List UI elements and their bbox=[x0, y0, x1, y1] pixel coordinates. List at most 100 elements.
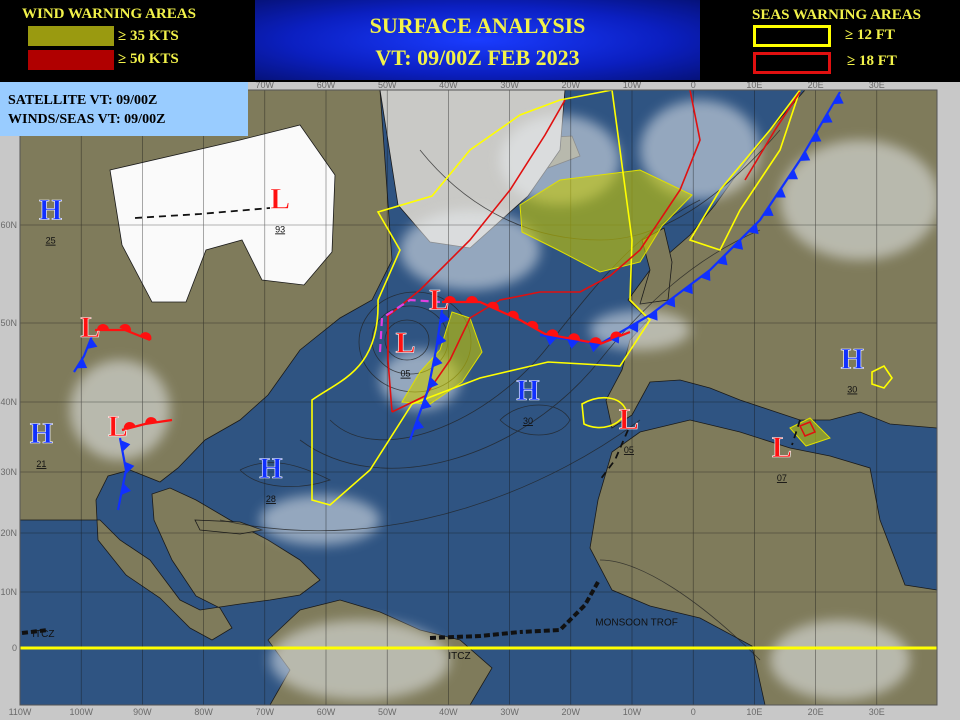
bottom-lon-label: 10E bbox=[746, 707, 762, 717]
seas-12ft-label: ≥ 12 FT bbox=[845, 27, 895, 43]
seas-18ft-label: ≥ 18 FT bbox=[847, 53, 897, 69]
lat-label: 30N bbox=[0, 467, 17, 477]
cold-front-triangle bbox=[647, 309, 658, 321]
seas-warning-areas bbox=[311, 90, 893, 506]
warm-front-semicircle bbox=[527, 320, 539, 330]
cold-front-triangle bbox=[588, 342, 601, 353]
bottom-lon-label: 70W bbox=[256, 707, 275, 717]
seas-12ft-black-sea bbox=[871, 364, 893, 389]
bottom-lon-label: 90W bbox=[133, 707, 152, 717]
lat-label: 40N bbox=[0, 397, 17, 407]
axis-labels: 70W 60W 50W 40W 30W 20W 10W 0 10E 20E 30E 110W 100W 9… bbox=[0, 82, 884, 717]
lat-label: 0 bbox=[12, 643, 17, 653]
cold-front-triangle bbox=[121, 483, 132, 495]
central-pressure-label: 25 bbox=[46, 236, 56, 246]
warm-front-gulf bbox=[121, 418, 173, 432]
cold-front-triangle bbox=[545, 335, 557, 346]
warm-front-semicircle bbox=[119, 324, 131, 333]
bottom-lon-label: 80W bbox=[194, 707, 213, 717]
wind-50kt-swatch bbox=[28, 50, 114, 70]
low-pressure-symbol: L bbox=[619, 403, 639, 436]
cold-front-atlantic bbox=[408, 309, 444, 441]
wind-50kt-label: ≥ 50 KTS bbox=[118, 51, 179, 67]
central-pressure-label: 05 bbox=[401, 369, 411, 379]
wind-legend-title: WIND WARNING AREAS bbox=[22, 6, 196, 22]
central-pressure-label: 30 bbox=[847, 385, 857, 395]
bottom-lon-label: 60W bbox=[317, 707, 336, 717]
low-pressure-symbol: L bbox=[772, 431, 792, 464]
cold-front-triangle bbox=[428, 377, 439, 389]
cold-front-triangle bbox=[747, 223, 759, 235]
wind-35kt-swatch bbox=[28, 26, 114, 46]
cold-front-triangle bbox=[716, 254, 728, 266]
central-pressure-label: 28 bbox=[266, 494, 276, 504]
cold-front-triangle bbox=[628, 321, 639, 333]
bottom-lon-label: 30W bbox=[500, 707, 519, 717]
low-pressure-symbol: L bbox=[429, 283, 449, 316]
top-lon-label: 10W bbox=[623, 82, 642, 90]
top-lon-label: 20E bbox=[808, 82, 824, 90]
central-pressure-label: 21 bbox=[36, 459, 46, 469]
map-border bbox=[19, 89, 938, 706]
top-lon-label: 30W bbox=[500, 82, 519, 90]
central-pressure-label: 30 bbox=[523, 416, 533, 426]
monsoon-trough bbox=[519, 581, 600, 634]
cold-front-triangle bbox=[76, 358, 88, 369]
cold-front-triangle bbox=[774, 187, 786, 198]
bottom-lon-label: 20E bbox=[808, 707, 824, 717]
gale-area-north-atlantic bbox=[519, 169, 693, 273]
itcz-lines bbox=[21, 581, 600, 640]
cold-front-triangle bbox=[810, 131, 822, 142]
feature-labels: ITCZ ITCZ MONSOON TROF bbox=[32, 618, 678, 663]
valid-time: VT: 09/00Z FEB 2023 bbox=[375, 45, 580, 70]
seas-legend-title: SEAS WARNING AREAS bbox=[752, 7, 921, 23]
lat-label: 60N bbox=[0, 220, 17, 230]
seas-18ft-north bbox=[744, 91, 801, 181]
trough-med bbox=[791, 419, 801, 446]
cold-front-triangle bbox=[682, 283, 693, 295]
warm-front-semicircle bbox=[97, 324, 109, 330]
cold-front-triangle bbox=[124, 461, 135, 474]
low-pressure-symbol: L bbox=[108, 410, 128, 443]
low-pressure-symbol: L bbox=[396, 327, 416, 360]
occluded-front bbox=[378, 298, 441, 353]
cold-front-triangle bbox=[120, 439, 131, 452]
wind-35kt-label: ≥ 35 KTS bbox=[118, 28, 179, 44]
warm-front-semicircle bbox=[589, 337, 602, 345]
warm-front-semicircle bbox=[487, 301, 499, 311]
bottom-lon-label: 30E bbox=[869, 707, 885, 717]
caribbean-islands bbox=[194, 519, 264, 535]
warm-front-semicircle bbox=[466, 296, 478, 302]
high-pressure-symbol: H bbox=[841, 343, 864, 376]
low-pressure-symbol: L bbox=[80, 311, 100, 344]
bottom-lon-label: 100W bbox=[69, 707, 93, 717]
bottom-lon-label: 10W bbox=[623, 707, 642, 717]
bottom-lon-label: 0 bbox=[691, 707, 696, 717]
warm-front-semicircle bbox=[546, 329, 559, 337]
top-lon-label: 60W bbox=[317, 82, 336, 90]
lat-label: 20N bbox=[0, 528, 17, 538]
top-lon-label: 10E bbox=[746, 82, 762, 90]
cold-front-triangle bbox=[664, 296, 676, 308]
page-title: SURFACE ANALYSIS bbox=[369, 13, 586, 38]
high-pressure-symbol: H bbox=[259, 452, 282, 485]
seas-12ft-iberia bbox=[581, 397, 627, 429]
warm-front-semicircle bbox=[145, 417, 158, 424]
central-pressure-label: 93 bbox=[275, 224, 285, 234]
high-pressure-symbol: H bbox=[516, 374, 539, 407]
trough-greenland bbox=[134, 207, 271, 219]
surface-analysis-map: H 25 L 93 L H 21 L H 28 L 05 L H 30 L 05 H 30 L 07 ITCZ ITCZ M… bbox=[0, 82, 960, 720]
cold-front-triangle bbox=[420, 398, 432, 410]
top-lon-label: 40W bbox=[439, 82, 458, 90]
cold-front-triangle bbox=[762, 205, 774, 216]
top-lon-label: 20W bbox=[562, 82, 581, 90]
cold-front-triangle bbox=[821, 112, 833, 124]
cold-front-triangle bbox=[436, 333, 447, 346]
winds-seas-valid-time: WINDS/SEAS VT: 09/00Z bbox=[8, 112, 166, 127]
itcz-west bbox=[21, 628, 49, 635]
cold-front-triangle bbox=[432, 355, 443, 368]
top-lon-label: 0 bbox=[691, 82, 696, 90]
cold-front-triangle bbox=[439, 311, 450, 324]
top-lon-label: 30E bbox=[869, 82, 885, 90]
top-lon-label: 50W bbox=[378, 82, 397, 90]
